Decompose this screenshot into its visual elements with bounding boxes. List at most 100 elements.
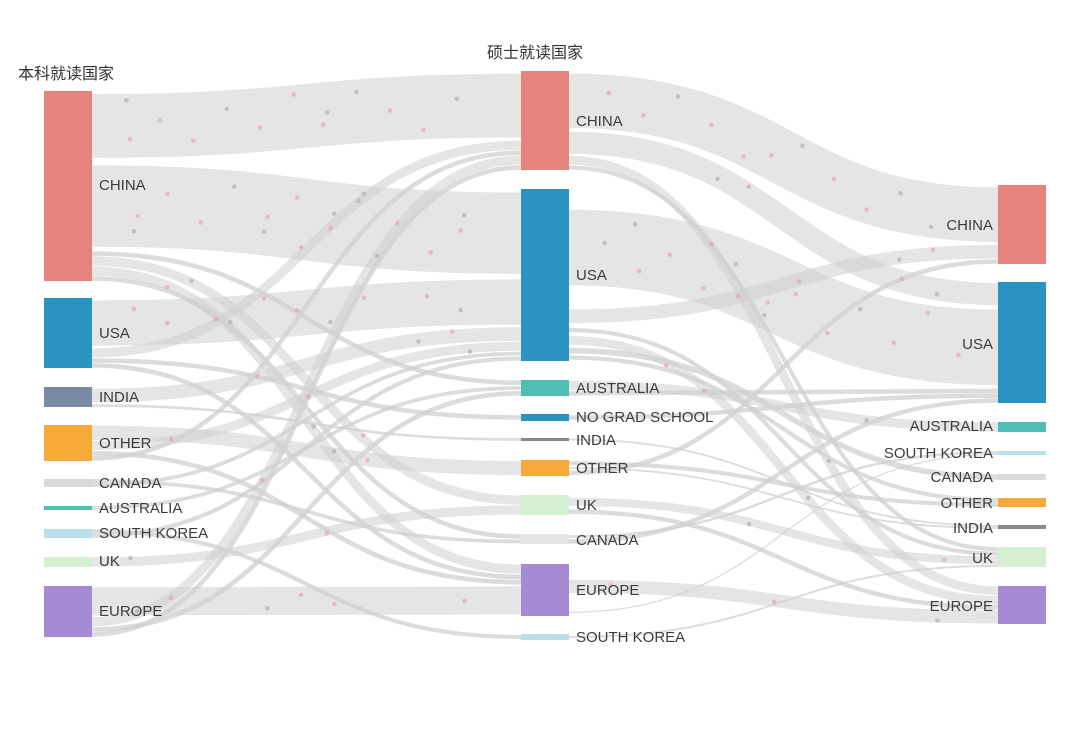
flow-link[interactable] bbox=[568, 398, 999, 544]
flow-particle bbox=[131, 306, 137, 312]
flow-particle bbox=[361, 191, 367, 197]
flow-link[interactable] bbox=[91, 425, 522, 476]
flow-particle bbox=[387, 108, 393, 113]
node-grad-india[interactable] bbox=[521, 438, 569, 441]
flow-link[interactable] bbox=[568, 244, 999, 324]
flow-link[interactable] bbox=[91, 150, 522, 461]
flow-link[interactable] bbox=[568, 209, 999, 386]
flow-link[interactable] bbox=[568, 155, 999, 596]
node-grad-china[interactable] bbox=[521, 71, 569, 170]
flow-particle bbox=[765, 300, 771, 305]
flow-particle bbox=[928, 224, 934, 230]
node-current-uk[interactable] bbox=[998, 547, 1046, 567]
flow-particle bbox=[831, 176, 837, 182]
node-current-other[interactable] bbox=[998, 498, 1046, 507]
flow-link[interactable] bbox=[91, 276, 522, 539]
flow-particle bbox=[168, 436, 174, 442]
flow-link[interactable] bbox=[568, 327, 999, 556]
flow-link[interactable] bbox=[568, 393, 999, 420]
flow-link[interactable] bbox=[568, 497, 999, 565]
flow-link[interactable] bbox=[568, 509, 999, 610]
flow-link[interactable] bbox=[568, 388, 999, 396]
node-label-current-other: OTHER bbox=[941, 495, 994, 512]
node-undergrad-china[interactable] bbox=[44, 91, 92, 281]
node-label-grad-europe: EUROPE bbox=[576, 582, 639, 599]
node-grad-south-korea[interactable] bbox=[521, 634, 569, 640]
node-grad-australia[interactable] bbox=[521, 380, 569, 396]
flow-link[interactable] bbox=[91, 404, 522, 441]
flow-link[interactable] bbox=[568, 467, 999, 529]
node-grad-other[interactable] bbox=[521, 460, 569, 476]
flow-link[interactable] bbox=[91, 351, 522, 487]
flow-particle bbox=[157, 118, 163, 123]
flow-particle bbox=[636, 268, 642, 274]
flow-link[interactable] bbox=[91, 155, 522, 627]
node-undergrad-usa[interactable] bbox=[44, 298, 92, 368]
node-undergrad-canada[interactable] bbox=[44, 479, 92, 487]
flow-link[interactable] bbox=[91, 140, 522, 358]
flow-link[interactable] bbox=[568, 131, 999, 306]
node-grad-europe[interactable] bbox=[521, 564, 569, 616]
flow-link[interactable] bbox=[568, 355, 999, 503]
node-label-undergrad-australia: AUSTRALIA bbox=[99, 500, 182, 517]
node-label-current-india: INDIA bbox=[953, 520, 993, 537]
node-label-grad-other: OTHER bbox=[576, 460, 629, 477]
flow-particle bbox=[633, 222, 638, 227]
flow-particle bbox=[261, 296, 267, 301]
flow-link[interactable] bbox=[91, 356, 522, 538]
flow-particle bbox=[305, 393, 311, 399]
node-undergrad-india[interactable] bbox=[44, 387, 92, 407]
node-undergrad-south-korea[interactable] bbox=[44, 529, 92, 538]
node-grad-usa[interactable] bbox=[521, 189, 569, 361]
node-undergrad-australia[interactable] bbox=[44, 506, 92, 510]
flow-link[interactable] bbox=[91, 327, 522, 403]
flow-particle bbox=[462, 598, 467, 604]
flow-link[interactable] bbox=[568, 259, 999, 476]
node-current-australia[interactable] bbox=[998, 422, 1046, 432]
flow-link[interactable] bbox=[568, 165, 999, 552]
flow-particle bbox=[168, 595, 174, 601]
flow-link[interactable] bbox=[568, 564, 999, 639]
flow-particle bbox=[458, 228, 463, 233]
flow-link[interactable] bbox=[91, 390, 522, 632]
node-current-china[interactable] bbox=[998, 185, 1046, 264]
flow-particle bbox=[454, 96, 460, 102]
node-current-canada[interactable] bbox=[998, 474, 1046, 480]
flow-link[interactable] bbox=[91, 450, 522, 585]
flow-particle bbox=[956, 352, 961, 358]
flow-link[interactable] bbox=[568, 347, 999, 480]
flow-particle bbox=[298, 592, 304, 598]
flow-particle bbox=[746, 522, 752, 527]
node-grad-canada[interactable] bbox=[521, 534, 569, 544]
node-label-current-europe: EUROPE bbox=[930, 598, 993, 615]
flow-particle bbox=[450, 329, 455, 334]
flow-particle bbox=[232, 184, 237, 189]
node-grad-no-grad-school[interactable] bbox=[521, 414, 569, 421]
flow-particle bbox=[925, 310, 931, 316]
flow-link[interactable] bbox=[91, 529, 522, 640]
flow-particle bbox=[899, 276, 904, 282]
flow-particle bbox=[128, 555, 133, 561]
flow-particle bbox=[265, 214, 271, 220]
flow-particle bbox=[331, 448, 337, 454]
flow-link[interactable] bbox=[91, 505, 522, 567]
node-grad-uk[interactable] bbox=[521, 495, 569, 515]
node-current-europe[interactable] bbox=[998, 586, 1046, 624]
node-undergrad-europe[interactable] bbox=[44, 586, 92, 637]
node-current-south-korea[interactable] bbox=[998, 451, 1046, 455]
node-label-current-australia: AUSTRALIA bbox=[910, 418, 993, 435]
node-current-usa[interactable] bbox=[998, 282, 1046, 403]
flow-link[interactable] bbox=[568, 461, 999, 507]
flow-link[interactable] bbox=[568, 73, 999, 242]
flow-particle bbox=[324, 530, 329, 536]
flow-particle bbox=[663, 363, 669, 368]
flow-link[interactable] bbox=[91, 165, 522, 637]
flow-link[interactable] bbox=[568, 453, 999, 613]
flow-link[interactable] bbox=[91, 363, 522, 580]
flow-link[interactable] bbox=[91, 73, 522, 158]
node-current-india[interactable] bbox=[998, 525, 1046, 529]
flow-link[interactable] bbox=[91, 165, 522, 274]
flow-particle bbox=[328, 319, 333, 325]
node-undergrad-uk[interactable] bbox=[44, 557, 92, 567]
node-undergrad-other[interactable] bbox=[44, 425, 92, 461]
